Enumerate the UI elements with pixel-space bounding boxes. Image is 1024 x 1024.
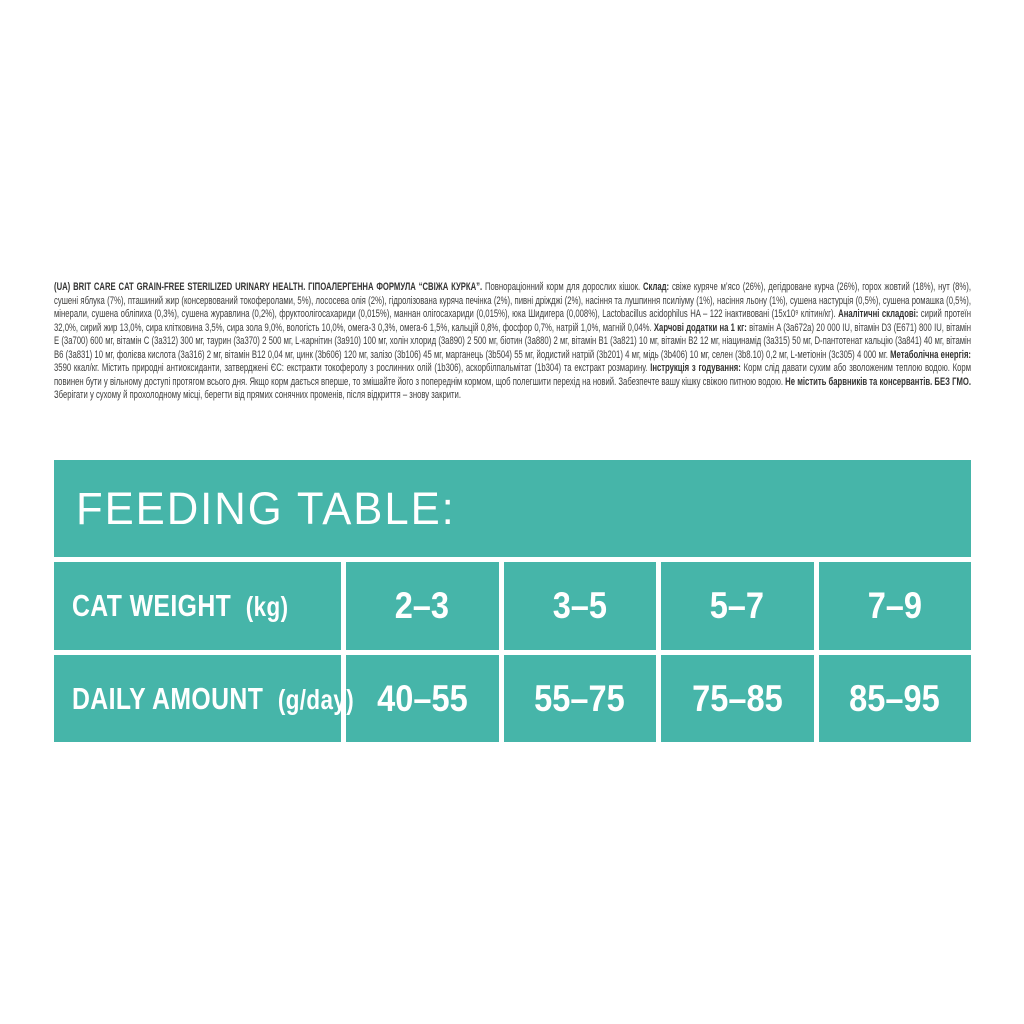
cat-weight-label-cell: CAT WEIGHT (kg) [54, 562, 341, 650]
cat-weight-value-cell: 2–3 [346, 562, 499, 650]
feeding-table: FEEDING TABLE: CAT WEIGHT (kg) 2–3 3–5 5… [54, 460, 971, 742]
daily-amount-value-2: 55–75 [534, 677, 626, 719]
daily-amount-label: DAILY AMOUNT (g/day) [72, 680, 355, 716]
product-description-text: (UA) BRIT CARE CAT GRAIN-FREE STERILIZED… [54, 281, 972, 401]
daily-amount-value-1: 40–55 [376, 677, 468, 719]
table-row-cat-weight: CAT WEIGHT (kg) 2–3 3–5 5–7 7–9 [54, 562, 971, 650]
feeding-table-title: FEEDING TABLE: [76, 482, 456, 534]
daily-amount-value-cell: 75–85 [661, 655, 814, 742]
daily-amount-label-cell: DAILY AMOUNT (g/day) [54, 655, 354, 742]
cat-weight-value-cell: 5–7 [661, 562, 814, 650]
daily-amount-value-cell: 85–95 [818, 655, 971, 742]
cat-weight-value-4: 7–9 [867, 585, 922, 626]
daily-amount-value-cell: 40–55 [346, 655, 499, 742]
cat-weight-value-cell: 3–5 [503, 562, 656, 650]
feeding-table-header: FEEDING TABLE: [54, 460, 971, 557]
cat-weight-label: CAT WEIGHT (kg) [72, 588, 289, 623]
daily-amount-value-3: 75–85 [691, 677, 783, 719]
cat-weight-value-cell: 7–9 [818, 562, 971, 650]
cat-weight-value-2: 3–5 [552, 585, 607, 626]
daily-amount-value-cell: 55–75 [503, 655, 656, 742]
cat-weight-value-1: 2–3 [395, 585, 450, 626]
daily-amount-value-4: 85–95 [849, 677, 941, 719]
daily-amount-unit: (g/day) [277, 683, 355, 715]
cat-weight-value-3: 5–7 [710, 585, 765, 626]
cat-weight-unit: (kg) [245, 591, 289, 622]
table-row-daily-amount: DAILY AMOUNT (g/day) 40–55 55–75 75–85 8… [54, 655, 971, 742]
